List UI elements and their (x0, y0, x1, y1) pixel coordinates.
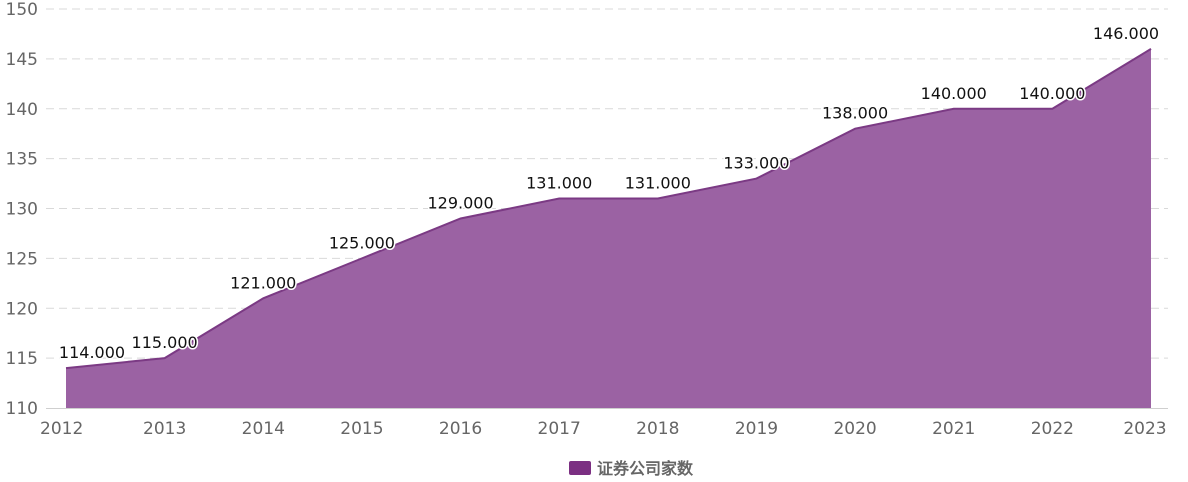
data-label-2023: 146.000 (1093, 24, 1159, 43)
data-labels: 114.000 115.000 121.000 125.000 129.000 131.0… (57, 22, 1160, 363)
x-tick-label-2016: 2016 (439, 419, 482, 439)
data-label-2015: 125.000 (329, 233, 395, 252)
data-label-2021: 140.000 (921, 84, 987, 103)
series-line (65, 48, 1152, 370)
data-label-2014: 121.000 (230, 273, 296, 292)
data-point-2018[interactable] (654, 195, 662, 203)
y-tick-label-145: 145 (6, 50, 38, 70)
y-tick-label-115: 115 (6, 349, 38, 369)
legend[interactable]: 证券公司家数 (569, 459, 694, 478)
data-label-2020: 138.000 (822, 104, 888, 123)
data-label-2022: 140.000 (1019, 84, 1085, 103)
area-fill (66, 48, 1151, 409)
x-tick-label-2012: 2012 (40, 419, 83, 439)
legend-label[interactable]: 证券公司家数 (597, 459, 694, 478)
data-label-2016: 129.000 (427, 193, 493, 212)
y-tick-label-135: 135 (6, 150, 38, 170)
data-label-2013: 115.000 (132, 333, 198, 352)
x-tick-label-2021: 2021 (932, 419, 975, 439)
x-tick-label-2019: 2019 (735, 419, 778, 439)
x-tick-label-2017: 2017 (538, 419, 581, 439)
y-tick-label-110: 110 (6, 399, 38, 419)
data-label-2012: 114.000 (59, 343, 125, 362)
area-layer (62, 45, 1155, 409)
x-tick-label-2023: 2023 (1123, 419, 1166, 439)
data-point-2020[interactable] (851, 125, 859, 133)
data-point-2017[interactable] (555, 195, 563, 203)
data-point-2014[interactable] (259, 294, 267, 302)
y-tick-label-125: 125 (6, 249, 38, 269)
y-tick-label-150: 150 (6, 0, 38, 20)
legend-swatch[interactable] (569, 461, 591, 475)
data-point-2012[interactable] (62, 364, 70, 372)
data-point-2015[interactable] (358, 254, 366, 262)
x-axis: 2012 2013 2014 2015 2016 2017 2018 2019 2020 2021… (40, 408, 1168, 439)
data-point-2022[interactable] (1048, 105, 1056, 113)
data-label-2018: 131.000 (625, 174, 691, 193)
x-tick-label-2018: 2018 (636, 419, 679, 439)
data-point-2013[interactable] (161, 354, 169, 362)
data-point-2023[interactable] (1147, 45, 1155, 53)
data-label-2019: 133.000 (723, 154, 789, 173)
x-tick-label-2014: 2014 (242, 419, 285, 439)
y-tick-label-130: 130 (6, 200, 38, 220)
data-point-2021[interactable] (950, 105, 958, 113)
data-point-2019[interactable] (752, 175, 760, 183)
y-axis: 110 115 120 125 130 135 140 145 150 (6, 0, 38, 419)
y-tick-label-140: 140 (6, 100, 38, 120)
y-tick-label-120: 120 (6, 299, 38, 319)
x-tick-label-2020: 2020 (833, 419, 876, 439)
x-tick-label-2013: 2013 (143, 419, 186, 439)
data-label-2017: 131.000 (526, 174, 592, 193)
x-tick-label-2022: 2022 (1031, 419, 1074, 439)
x-tick-label-2015: 2015 (340, 419, 383, 439)
data-point-2016[interactable] (457, 214, 465, 222)
